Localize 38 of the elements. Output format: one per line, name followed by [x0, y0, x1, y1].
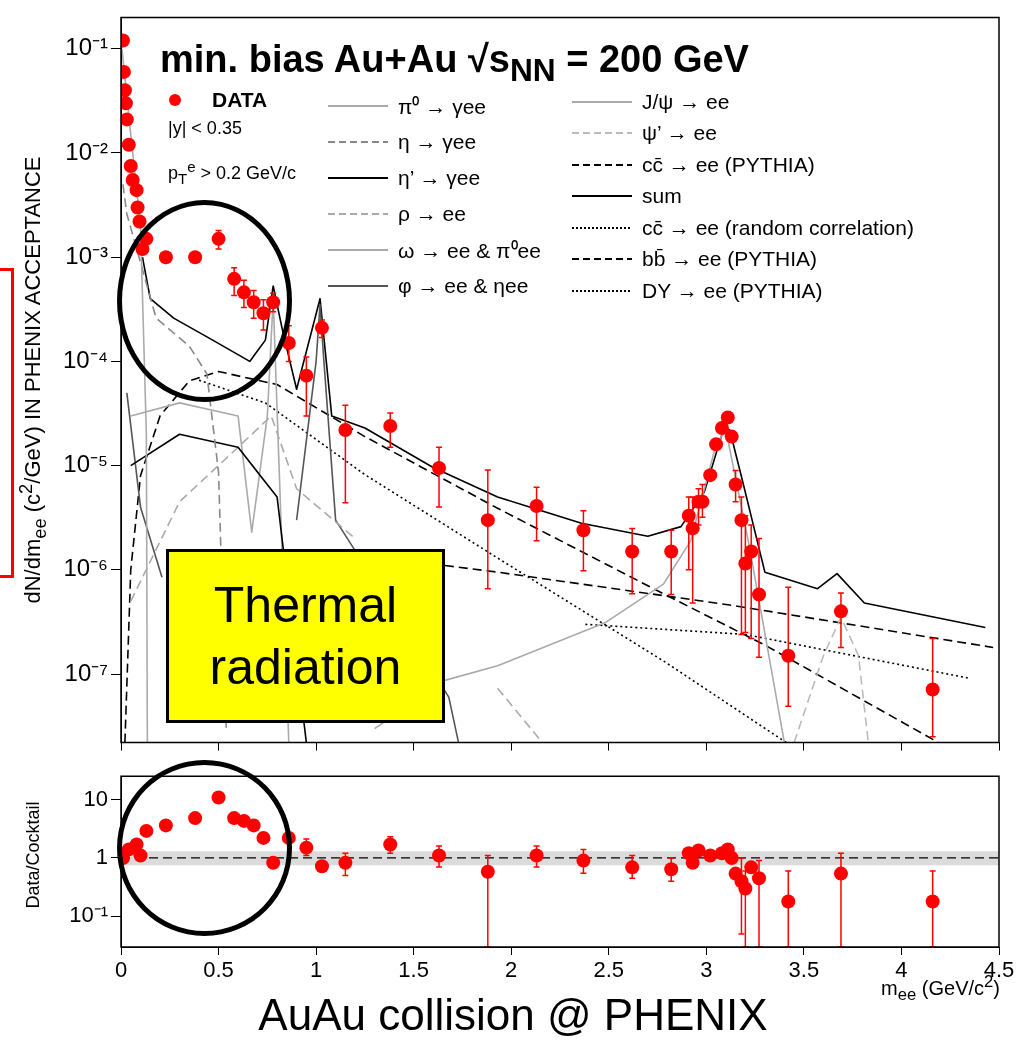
annotation: p$_{T}$$^{e}$ > 0.2 GeV/c: [168, 158, 297, 187]
y-axis-title: Data/Cocktail: [22, 801, 44, 909]
y-tick-label: 10⁻²: [65, 137, 109, 165]
legend-label: φ → ee & ηee: [398, 274, 529, 298]
y-tick-label: 10⁻⁵: [63, 450, 108, 478]
y-tick-label: 10⁻³: [65, 241, 109, 269]
y-tick-label: 10: [83, 785, 108, 811]
legend-label: bb̄ → ee (PYTHIA): [642, 247, 818, 272]
y-tick-label: 10⁻⁴: [62, 346, 108, 374]
x-tick-label: 1: [309, 957, 323, 983]
x-tick-label: 3.5: [788, 957, 820, 983]
legend-label: ω → ee & π⁰ee: [398, 238, 541, 264]
text: AuAu collision @ PHENIX: [258, 990, 768, 1039]
x-tick-label: 2.5: [593, 957, 625, 983]
legend-label: π⁰ → γee: [398, 94, 487, 120]
x-tick-label: 0: [114, 957, 128, 983]
text: min. bias Au+Au √s$_{NN}$ = 200 GeV: [160, 38, 749, 89]
y-tick-label: 10⁻⁷: [64, 658, 108, 686]
legend-label: DATA: [212, 88, 268, 112]
annotation: Thermal radiation: [166, 549, 445, 723]
x-tick-label: 3: [700, 957, 713, 983]
y-tick-label: 10⁻¹: [65, 33, 109, 61]
legend-label: J/ψ → ee: [642, 89, 730, 114]
legend-label: ψ’ → ee: [642, 121, 717, 146]
legend-label: η’ → γee: [398, 166, 481, 190]
y-tick-label: 10⁻¹: [69, 902, 108, 928]
annotation: |y| < 0.35: [168, 118, 242, 139]
x-tick-label: 1.5: [398, 957, 429, 983]
legend-label: cc̄ → ee (random correlation): [642, 215, 914, 240]
legend-label: cc̄ → ee (PYTHIA): [642, 152, 815, 177]
legend-label: DY → ee (PYTHIA): [642, 278, 823, 303]
x-tick-label: 2: [505, 957, 518, 983]
y-tick-label: 10⁻⁶: [63, 554, 108, 582]
y-tick-label: 1: [95, 844, 108, 870]
x-tick-label: 0.5: [203, 957, 234, 983]
legend-label: ρ → ee: [398, 202, 466, 226]
legend-label: sum: [642, 184, 682, 209]
legend-label: η → γee: [398, 130, 477, 154]
